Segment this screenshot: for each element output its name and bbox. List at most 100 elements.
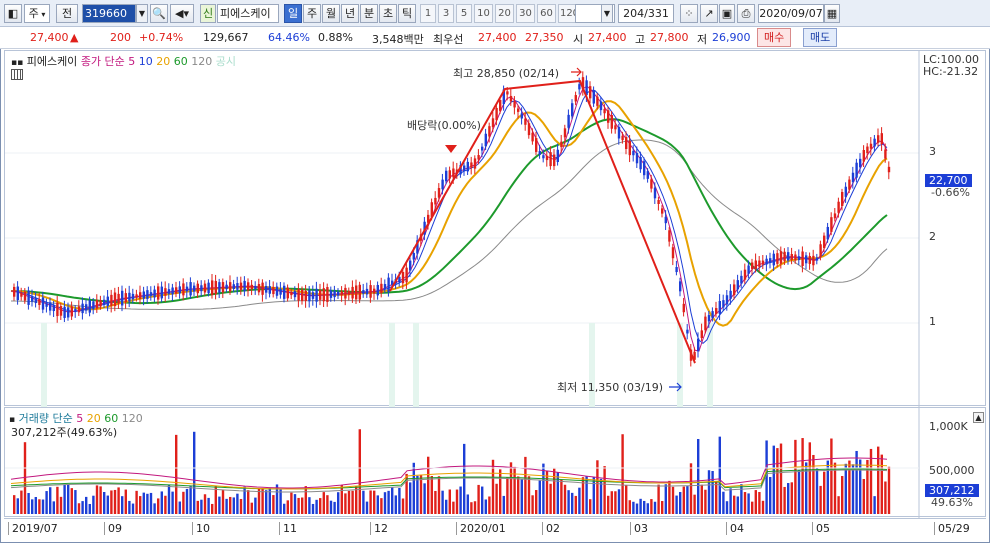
volume-bar [560, 479, 563, 514]
volume-bar [599, 478, 603, 514]
volume-bar [92, 495, 95, 514]
speaker-icon[interactable]: ◀▾ [170, 4, 194, 23]
volume-bar [70, 488, 73, 514]
candle-body [92, 301, 95, 310]
volume-bar [812, 454, 815, 514]
candle-body [290, 291, 293, 296]
period-select[interactable]: 주 ▾ [24, 4, 50, 23]
volume-bar [625, 485, 628, 514]
price-chart[interactable] [5, 51, 987, 407]
table-icon[interactable] [11, 69, 23, 80]
interval-0[interactable]: 1 [420, 4, 436, 23]
calendar-icon[interactable]: ▦ [824, 4, 840, 23]
volume-bar [725, 501, 729, 514]
tab-period-4[interactable]: 분 [360, 4, 378, 23]
candle-body [787, 252, 790, 261]
volume-bar [563, 484, 567, 514]
candle-body [49, 302, 52, 311]
volume-bar [758, 492, 761, 514]
interval-3[interactable]: 10 [474, 4, 493, 23]
volume-current-pct: 49.63% [931, 496, 973, 509]
volume-bar [470, 502, 473, 514]
tab-period-0[interactable]: 일 [284, 4, 302, 23]
candle-body [52, 304, 55, 312]
volume-bar [412, 462, 415, 514]
tab-period-2[interactable]: 월 [322, 4, 340, 23]
tab-period-6[interactable]: 틱 [398, 4, 416, 23]
tab-period-5[interactable]: 초 [379, 4, 397, 23]
stock-code-input[interactable]: 319660 [82, 4, 136, 23]
candle-body [139, 292, 142, 299]
print-icon[interactable]: ⎙ [737, 4, 755, 23]
volume-bar [139, 496, 142, 514]
chart-menu-icon[interactable]: ◧ [4, 4, 22, 23]
buy-button[interactable]: 매수 [757, 28, 792, 47]
trend-icon[interactable]: ↗ [700, 4, 718, 23]
volume-bar [275, 484, 279, 514]
low-price: 26,900 [712, 31, 751, 44]
save-icon[interactable]: ▣ [719, 4, 735, 23]
x-tick-label: 03 [630, 522, 648, 535]
collapse-icon[interactable]: ▲ [973, 412, 984, 423]
interval-2[interactable]: 5 [456, 4, 472, 23]
candle-body [131, 293, 135, 300]
volume-bar [614, 491, 617, 514]
volume-bar [491, 459, 495, 514]
interval-dropdown-icon[interactable]: ▼ [601, 4, 613, 23]
volume-panel[interactable]: ▪ 거래량 단순 5 20 60 120 307,212주(49.63%) 1,… [4, 407, 987, 518]
interval-4[interactable]: 20 [495, 4, 514, 23]
volume-bar [279, 489, 282, 514]
candle-body [524, 118, 527, 125]
candle-body [157, 286, 160, 300]
candle-body [862, 150, 865, 162]
candle-body [459, 165, 462, 175]
interval-1[interactable]: 3 [438, 4, 454, 23]
tab-period-1[interactable]: 주 [303, 4, 321, 23]
volume-legend-label: 거래량 단순 [18, 412, 73, 425]
volume-chart[interactable] [5, 408, 987, 518]
candle-body [63, 306, 66, 318]
candle-body [103, 299, 106, 305]
search-icon[interactable]: 🔍 [150, 4, 168, 23]
date-input[interactable]: 2020/09/07 [758, 4, 824, 23]
candle-body [502, 89, 505, 105]
volume-bar [376, 495, 379, 514]
candle-body [639, 157, 642, 170]
candle-body [311, 292, 315, 299]
candle-body [214, 280, 217, 295]
candle-body [758, 260, 761, 267]
volume-bar [250, 502, 253, 514]
volume-bar [427, 456, 430, 514]
volume-bar [430, 475, 433, 514]
volume-bar [214, 485, 217, 514]
lc-label: LC:100.00 [923, 53, 980, 66]
grid-icon[interactable]: ⁘ [680, 4, 698, 23]
candle-body [279, 288, 282, 295]
shin-button[interactable]: 신 [200, 4, 216, 23]
candle-body [700, 330, 703, 339]
candle-body [171, 287, 174, 295]
code-dropdown-icon[interactable]: ▼ [136, 4, 148, 23]
axis-tick-1: 1 [929, 315, 936, 328]
volume-bar [229, 496, 232, 514]
candle-body [423, 221, 426, 235]
volume-bar [326, 495, 329, 514]
candle-body [607, 110, 610, 123]
sell-button[interactable]: 매도 [803, 28, 838, 47]
axis-tick-2: 2 [929, 230, 936, 243]
volume-bar [524, 456, 527, 514]
candle-body [697, 338, 700, 352]
interval-5[interactable]: 30 [516, 4, 535, 23]
volume-bar [455, 489, 459, 514]
volume-bar [765, 440, 768, 514]
volume-bar [628, 500, 631, 514]
prev-button[interactable]: 전 [56, 4, 78, 23]
candle-body [769, 258, 772, 263]
volume-bar [52, 501, 55, 514]
candle-body [686, 329, 689, 334]
interval-6[interactable]: 60 [537, 4, 556, 23]
candle-body [470, 162, 473, 168]
tab-period-3[interactable]: 년 [341, 4, 359, 23]
price-panel[interactable]: ▪▪ 피에스케이 종가 단순 5 10 20 60 120 공시 LC:100.… [4, 50, 987, 407]
volume-bar [657, 484, 660, 514]
